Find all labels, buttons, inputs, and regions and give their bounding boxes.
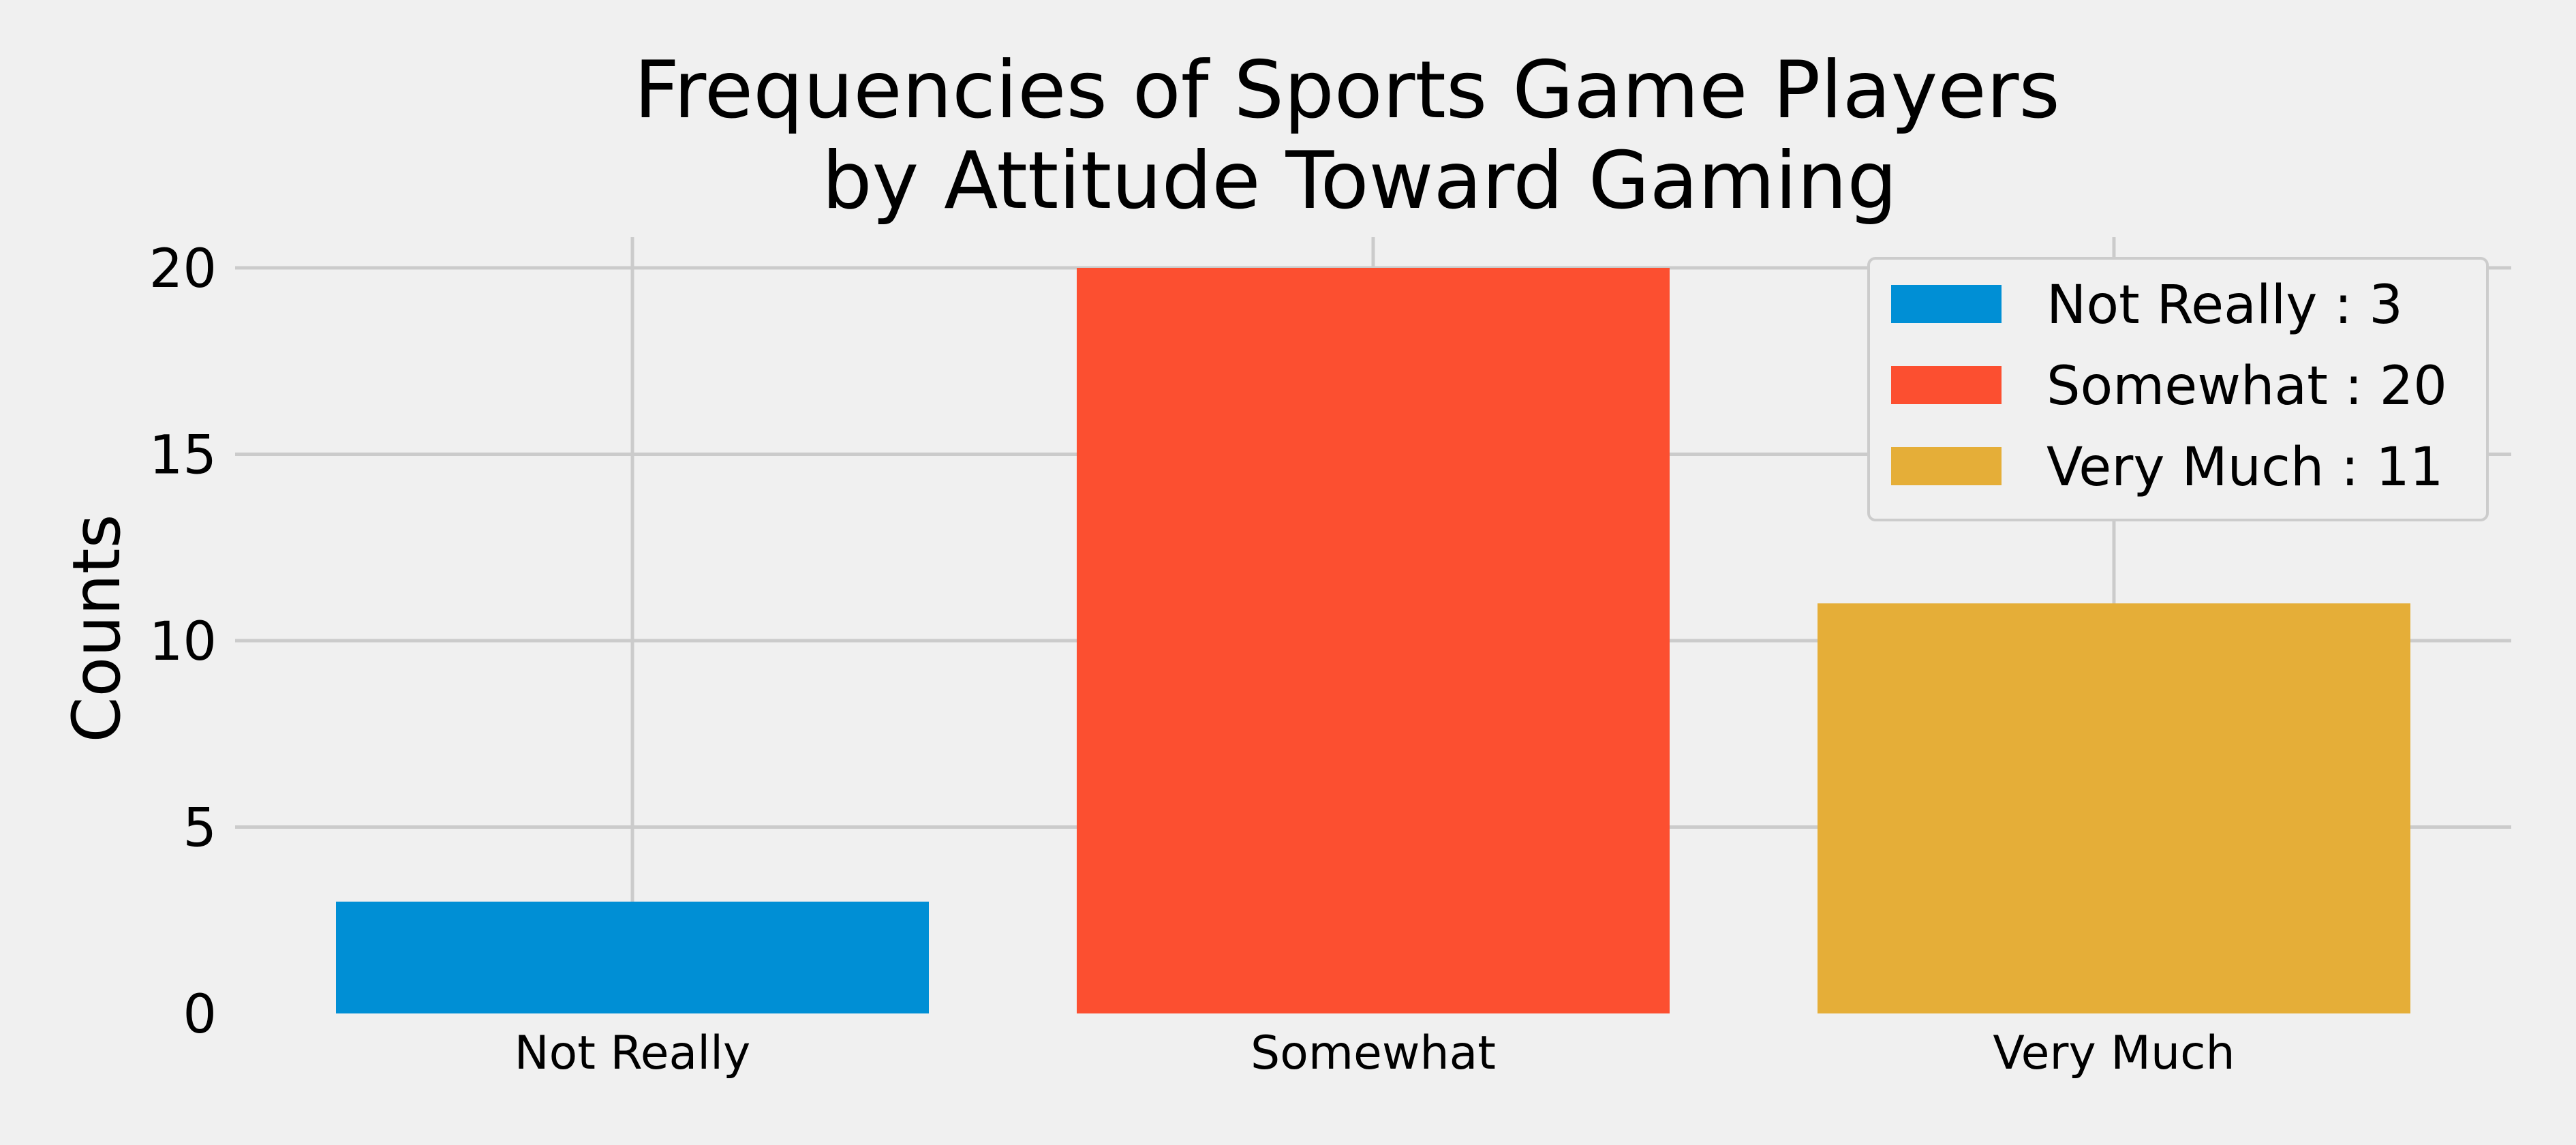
chart-title: Frequencies of Sports Game Players by At… [634,44,2085,227]
legend-swatch-0 [1891,285,2002,323]
chart-title-line-2: by Attitude Toward Gaming [822,135,1897,227]
legend: Not Really : 3 Somewhat : 20 Very Much : 1… [1867,257,2489,521]
legend-label-2: Very Much : 11 [2046,437,2444,498]
legend-label-1: Somewhat : 20 [2046,356,2447,417]
y-axis-label: Counts [59,514,135,742]
legend-box [1867,257,2489,521]
x-tick-label-not-really: Not Really [515,1026,750,1080]
legend-label-0: Not Really : 3 [2046,275,2403,336]
legend-swatch-1 [1891,366,2002,404]
y-tick-labels: 0 5 10 15 20 [149,239,217,1045]
legend-swatch-2 [1891,447,2002,485]
y-tick-label-20: 20 [149,239,217,300]
y-tick-label-0: 0 [183,984,217,1045]
x-tick-label-very-much: Very Much [1993,1026,2235,1080]
bars [336,268,2410,1013]
bar-not-really [336,901,929,1013]
x-tick-label-somewhat: Somewhat [1251,1026,1496,1080]
y-tick-label-5: 5 [183,798,217,859]
y-tick-label-10: 10 [149,611,217,673]
bar-very-much [1818,603,2410,1013]
chart-title-line-1: Frequencies of Sports Game Players [634,44,2060,136]
y-tick-label-15: 15 [149,425,217,487]
x-tick-labels: Not Really Somewhat Very Much [515,1026,2235,1080]
bar-somewhat [1077,268,1670,1013]
